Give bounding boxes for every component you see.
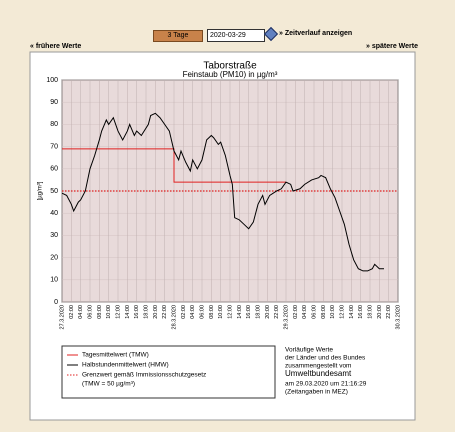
x-tick-label: 12:00 — [115, 305, 121, 319]
info-text: zusammengestellt vom — [285, 363, 351, 370]
x-tick-label: 22:00 — [274, 305, 280, 319]
y-tick-label: 90 — [50, 99, 58, 106]
x-tick-label: 08:00 — [321, 305, 327, 319]
x-tick-label: 10:00 — [218, 305, 224, 319]
x-tick-label: 27.3.2020 — [59, 305, 65, 329]
x-tick-label: 02:00 — [293, 305, 299, 319]
period-select[interactable]: 3 Tage — [153, 30, 203, 42]
info-text: (Zeitangaben in MEZ) — [285, 389, 348, 396]
x-tick-label: 08:00 — [97, 305, 103, 319]
x-tick-label: 22:00 — [162, 305, 168, 319]
y-tick-label: 70 — [50, 143, 58, 150]
chart-title: Taborstraße — [203, 61, 257, 72]
x-tick-label: 29.3.2020 — [283, 305, 289, 329]
x-tick-label: 20:00 — [377, 305, 383, 319]
legend-label: Tagesmittelwert (TMW) — [82, 352, 149, 359]
y-tick-label: 10 — [50, 277, 58, 284]
x-tick-label: 18:00 — [367, 305, 373, 319]
legend-note: (TMW = 50 µg/m³) — [82, 381, 135, 388]
x-tick-label: 12:00 — [227, 305, 233, 319]
y-tick-label: 30 — [50, 232, 58, 239]
x-tick-label: 28.3.2020 — [171, 305, 177, 329]
x-tick-label: 12:00 — [339, 305, 345, 319]
x-tick-label: 22:00 — [386, 305, 392, 319]
x-tick-label: 14:00 — [125, 305, 131, 319]
x-tick-label: 02:00 — [69, 305, 75, 319]
y-tick-label: 80 — [50, 121, 58, 128]
x-tick-label: 16:00 — [358, 305, 364, 319]
info-text: der Länder und des Bundes — [285, 355, 366, 362]
y-tick-label: 100 — [46, 77, 58, 84]
x-tick-label: 20:00 — [153, 305, 159, 319]
x-tick-label: 04:00 — [302, 305, 308, 319]
info-text: Vorläufige Werte — [285, 347, 333, 354]
next-link[interactable]: » spätere Werte — [366, 43, 419, 50]
y-tick-label: 20 — [50, 254, 58, 261]
x-tick-label: 18:00 — [255, 305, 261, 319]
legend-label: Grenzwert gemäß Immissionsschutzgesetz — [82, 372, 206, 379]
y-tick-label: 50 — [50, 188, 58, 195]
legend-label: Halbstundenmittelwert (HMW) — [82, 362, 169, 369]
series-line — [61, 112, 384, 272]
x-tick-label: 20:00 — [265, 305, 271, 319]
y-axis-label: [µg/m³] — [38, 181, 44, 200]
info-text: Umweltbundesamt — [285, 369, 352, 378]
x-tick-label: 04:00 — [190, 305, 196, 319]
x-tick-label: 06:00 — [199, 305, 205, 319]
prev-link[interactable]: « frühere Werte — [30, 43, 82, 50]
x-tick-label: 06:00 — [87, 305, 93, 319]
y-tick-label: 60 — [50, 166, 58, 173]
x-tick-label: 14:00 — [349, 305, 355, 319]
series-line — [62, 148, 286, 183]
info-text: am 29.03.2020 um 21:16:29 — [285, 381, 367, 388]
x-tick-label: 06:00 — [311, 305, 317, 319]
x-tick-label: 30.3.2020 — [395, 305, 401, 329]
x-tick-label: 04:00 — [78, 305, 84, 319]
legend-box — [61, 345, 276, 399]
x-tick-label: 16:00 — [134, 305, 140, 319]
chart-subtitle: Feinstaub (PM10) in µg/m³ — [183, 70, 278, 79]
x-tick-label: 14:00 — [237, 305, 243, 319]
x-tick-label: 02:00 — [181, 305, 187, 319]
y-tick-label: 40 — [50, 210, 58, 217]
x-tick-label: 10:00 — [106, 305, 112, 319]
x-tick-label: 08:00 — [209, 305, 215, 319]
x-tick-label: 18:00 — [143, 305, 149, 319]
show-button[interactable]: » Zeitverlauf anzeigen — [279, 30, 353, 37]
x-tick-label: 16:00 — [246, 305, 252, 319]
x-tick-label: 10:00 — [330, 305, 336, 319]
y-tick-label: 0 — [54, 299, 58, 306]
